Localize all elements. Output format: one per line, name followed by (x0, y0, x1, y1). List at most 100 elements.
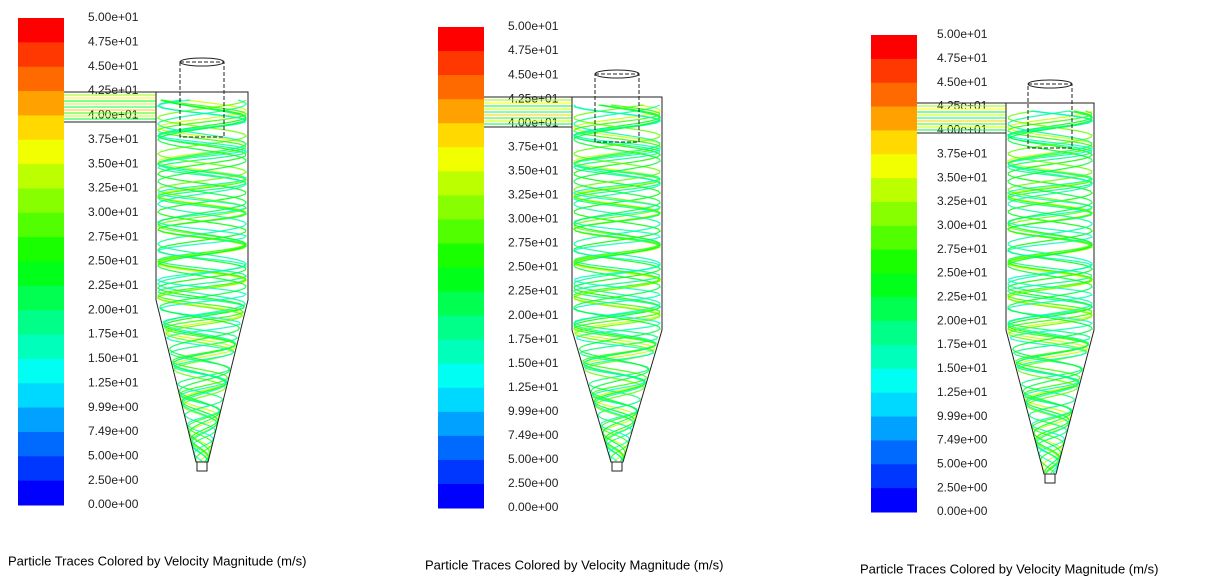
caption: Particle Traces Colored by Velocity Magn… (860, 561, 1158, 576)
colorbar-band (871, 345, 917, 370)
colorbar-band (18, 42, 64, 68)
colorbar-label: 5.00e+00 (88, 448, 139, 462)
colorbar-band (871, 368, 917, 394)
colorbar-band (438, 291, 484, 317)
colorbar-label: 1.25e+01 (88, 375, 139, 389)
inlet-outline (484, 96, 572, 128)
colorbar-band (871, 35, 917, 60)
colorbar-label: 5.00e+01 (937, 27, 988, 41)
particle-trace (573, 104, 661, 462)
colorbar-label: 2.50e+00 (88, 473, 139, 487)
colorbar-label: 0.00e+00 (937, 504, 988, 518)
colorbar-label: 3.50e+01 (508, 163, 559, 177)
colorbar-band (438, 195, 484, 220)
colorbar-label: 2.00e+01 (508, 308, 559, 322)
panel: 5.00e+01 4.75e+01 4.50e+01 4.25e+01 4.00e+01… (425, 19, 723, 572)
colorbar-band (18, 237, 64, 262)
particle-trace (1007, 110, 1093, 474)
colorbar-label: 3.25e+01 (508, 188, 559, 202)
cyclone-outline (1005, 102, 1095, 475)
colorbar-label: 9.99e+00 (88, 400, 139, 414)
colorbar-band (871, 249, 917, 274)
particle-trace (156, 99, 248, 462)
colorbar-band (871, 273, 917, 298)
caption: Particle Traces Colored by Velocity Magn… (425, 557, 723, 572)
particle-trace (156, 99, 247, 463)
inlet-outline (64, 91, 156, 123)
colorbar-band (871, 58, 917, 84)
colorbar-label: 2.25e+01 (88, 278, 139, 292)
colorbar-band (438, 411, 484, 437)
colorbar-label: 7.49e+00 (508, 428, 559, 442)
colorbar-label: 5.00e+00 (937, 456, 988, 470)
colorbar-label: 3.25e+01 (937, 194, 988, 208)
dust-outlet (1044, 473, 1056, 484)
colorbar-band (438, 51, 484, 76)
colorbar-band (871, 225, 917, 251)
colorbar-band (871, 488, 917, 513)
colorbar-label: 5.00e+00 (508, 452, 559, 466)
colorbar-label: 2.25e+01 (508, 284, 559, 298)
colorbar-band (438, 339, 484, 365)
colorbar-band (18, 407, 64, 433)
colorbar-band (438, 123, 484, 148)
colorbar-label: 3.00e+01 (937, 218, 988, 232)
colorbar-band (438, 315, 484, 341)
colorbar-label: 1.75e+01 (508, 332, 559, 346)
dust-outlet (196, 461, 208, 472)
colorbar-band (18, 334, 64, 360)
colorbar-label: 4.50e+01 (88, 59, 139, 73)
particle-trace (156, 99, 248, 463)
colorbar-label: 4.75e+01 (508, 43, 559, 57)
colorbar-band (18, 139, 64, 165)
colorbar-label: 2.50e+01 (937, 266, 988, 280)
colorbar-band (18, 91, 64, 116)
colorbar-label: 1.50e+01 (88, 351, 139, 365)
colorbar-label: 2.50e+00 (508, 476, 559, 490)
colorbar-band (871, 154, 917, 179)
colorbar-label: 5.00e+01 (508, 19, 559, 33)
vortex-finder-top (1027, 79, 1073, 89)
colorbar-label: 3.50e+01 (937, 170, 988, 184)
colorbar-label: 0.00e+00 (88, 497, 139, 511)
vortex-finder-top (594, 69, 640, 79)
panel: 5.00e+01 4.75e+01 4.50e+01 4.25e+01 4.00e+01… (8, 10, 306, 568)
particle-trace (1007, 110, 1093, 474)
colorbar-label: 2.50e+00 (937, 480, 988, 494)
vortex-finder (1027, 83, 1073, 149)
colorbar-band (438, 483, 484, 509)
colorbar-band (438, 27, 484, 52)
colorbar-label: 2.00e+01 (937, 313, 988, 327)
caption: Particle Traces Colored by Velocity Magn… (8, 553, 306, 568)
colorbar-band (438, 219, 484, 244)
colorbar-band (18, 431, 64, 457)
colorbar-label: 2.75e+01 (508, 236, 559, 250)
colorbar-band (438, 387, 484, 413)
colorbar-label: 4.25e+01 (508, 91, 559, 105)
colorbar-band (871, 106, 917, 131)
colorbar-band (18, 456, 64, 482)
particle-trace (157, 99, 247, 463)
colorbar-label: 2.50e+01 (88, 254, 139, 268)
colorbar-label: 4.25e+01 (88, 83, 139, 97)
vortex-finder (179, 61, 225, 138)
colorbar-band (871, 82, 917, 108)
colorbar-label: 2.00e+01 (88, 302, 139, 316)
colorbar-band (18, 66, 64, 92)
cyclone-outline (571, 96, 663, 463)
particle-trace (1006, 110, 1094, 474)
colorbar-label: 3.75e+01 (88, 132, 139, 146)
colorbar-label: 9.99e+00 (937, 409, 988, 423)
colorbar-band (18, 115, 64, 141)
colorbar-band (871, 178, 917, 203)
colorbar-band (18, 285, 64, 311)
colorbar-band (438, 171, 484, 196)
colorbar-label: 7.49e+00 (88, 424, 139, 438)
colorbar-label: 4.00e+01 (88, 108, 139, 122)
colorbar-band (871, 440, 917, 465)
colorbar-label: 3.75e+01 (508, 139, 559, 153)
colorbar-band (18, 18, 64, 43)
colorbar-band (438, 75, 484, 100)
colorbar-band (438, 243, 484, 268)
cyclone-outline (155, 91, 249, 463)
